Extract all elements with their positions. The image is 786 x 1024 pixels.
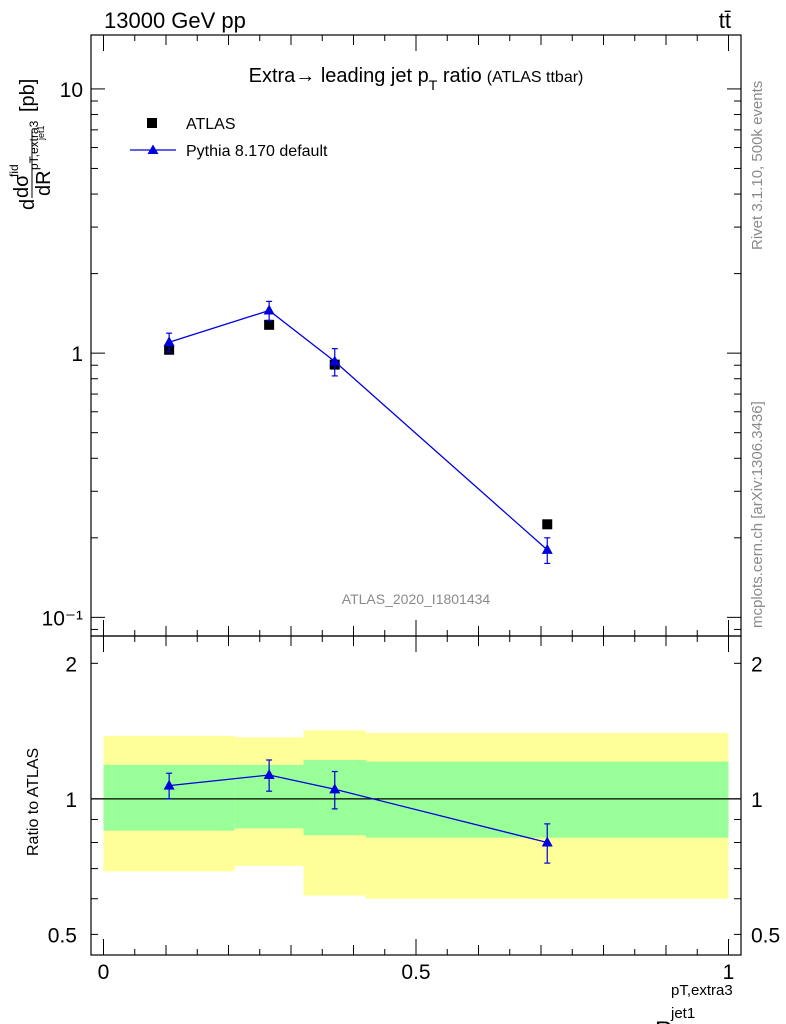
ratio-frame <box>90 635 742 956</box>
pythia-data-point <box>541 543 553 554</box>
svg-text:jet1: jet1 <box>36 125 46 141</box>
ratio-data-point <box>263 768 275 779</box>
main-y-axis-label: d dσ fid dR pT,extra3 jet1 [pb] <box>7 79 55 210</box>
rivet-label: Rivet 3.1.10, 500k events <box>749 81 766 250</box>
energy-label: 13000 GeV pp <box>104 8 246 33</box>
svg-text:pT,extra3: pT,extra3 <box>671 982 733 999</box>
process-label: tt̄ <box>719 8 731 33</box>
main-y-tick-label: 1 <box>71 343 83 366</box>
analysis-watermark: ATLAS_2020_I1801434 <box>342 591 491 607</box>
svg-text:dR: dR <box>33 170 55 196</box>
svg-text:d: d <box>17 199 39 210</box>
svg-text:jet1: jet1 <box>670 1005 695 1022</box>
ratio-plot-area: 2 2 1 1 0.5 0.5 0 0.5 1 <box>48 636 780 984</box>
plot-title: Extra→ leading jet pT ratio (ATLAS ttbar) <box>249 65 584 93</box>
x-tick-label: 0.5 <box>401 961 430 984</box>
x-tick-label: 0 <box>98 961 110 984</box>
svg-text:R: R <box>655 1017 672 1024</box>
ratio-y-tick-label: 1 <box>65 789 77 812</box>
pythia-data-point <box>329 355 341 366</box>
legend-pythia-label: Pythia 8.170 default <box>186 143 328 160</box>
ratio-data-point <box>163 779 175 790</box>
ratio-data-point <box>329 783 341 794</box>
legend-pythia-marker <box>147 144 159 154</box>
ratio-pythia-line <box>169 774 548 844</box>
ratio-y-tick-label-right: 1 <box>751 789 763 812</box>
ratio-y-tick-label: 0.5 <box>48 924 77 947</box>
pythia-data-point <box>263 304 275 315</box>
atlas-data-point <box>264 319 275 330</box>
pythia-data-point <box>163 336 175 347</box>
ratio-y-axis-label: Ratio to ATLAS <box>25 748 42 856</box>
main-plot-area: 10 1 10⁻¹ <box>42 35 741 636</box>
svg-text:fid: fid <box>7 164 21 177</box>
main-y-tick-label: 10 <box>60 79 83 102</box>
x-axis-label: R pT,extra3 jet1 <box>655 982 733 1024</box>
x-tick-label: 1 <box>723 961 735 984</box>
mcplots-label: mcplots.cern.ch [arXiv:1306.3436] <box>749 401 766 628</box>
svg-text:pT,extra3: pT,extra3 <box>27 120 41 170</box>
legend-atlas-label: ATLAS <box>186 116 236 133</box>
atlas-data-point <box>542 519 553 530</box>
ratio-y-tick-label: 2 <box>65 653 77 676</box>
ratio-data-point <box>541 836 553 847</box>
ratio-y-tick-label-right: 2 <box>751 653 763 676</box>
pythia-line <box>168 309 548 551</box>
main-y-tick-label: 10⁻¹ <box>42 607 83 630</box>
legend-atlas-marker <box>147 118 157 128</box>
svg-text:[pb]: [pb] <box>17 79 39 112</box>
ratio-y-tick-label-right: 0.5 <box>751 924 780 947</box>
svg-text:dσ: dσ <box>11 174 33 198</box>
